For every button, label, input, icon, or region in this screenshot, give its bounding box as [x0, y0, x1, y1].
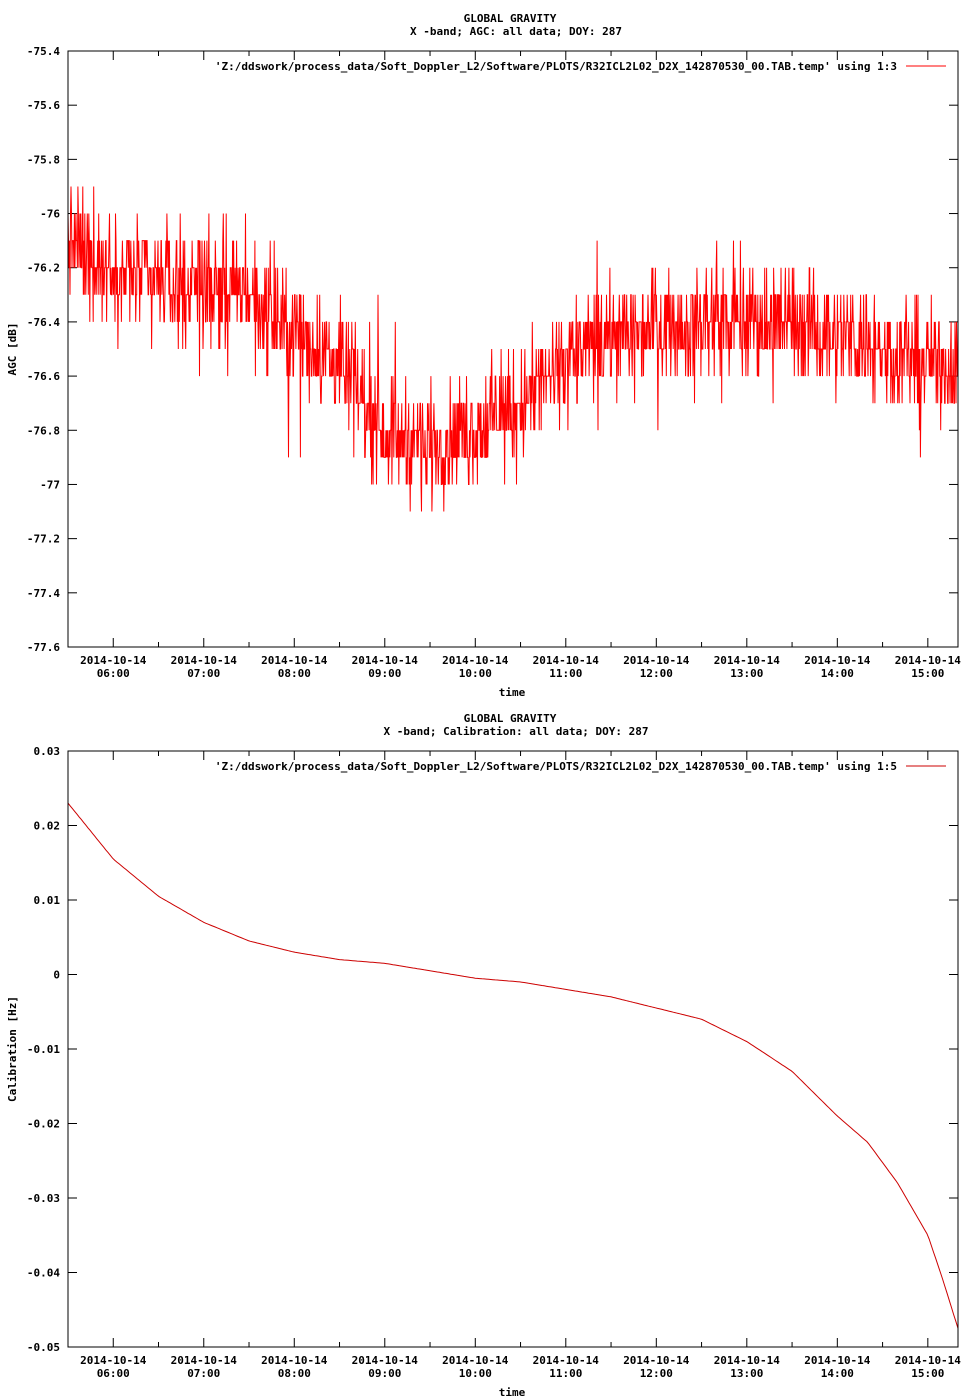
chart-title: GLOBAL GRAVITY — [464, 12, 557, 25]
x-tick-time: 14:00 — [821, 1367, 854, 1380]
y-tick-label: -77.4 — [27, 587, 60, 600]
legend-label: 'Z:/ddswork/process_data/Soft_Doppler_L2… — [215, 60, 897, 73]
x-tick-date: 2014-10-14 — [80, 654, 147, 667]
x-tick-time: 11:00 — [549, 1367, 582, 1380]
y-tick-label: -77.6 — [27, 641, 60, 654]
x-tick-date: 2014-10-14 — [804, 654, 871, 667]
x-axis-label: time — [499, 1386, 526, 1399]
x-tick-date: 2014-10-14 — [714, 1354, 781, 1367]
x-tick-time: 15:00 — [911, 667, 944, 680]
x-tick-date: 2014-10-14 — [352, 1354, 419, 1367]
x-tick-time: 13:00 — [730, 667, 763, 680]
y-tick-label: -76.4 — [27, 316, 60, 329]
x-tick-date: 2014-10-14 — [442, 1354, 509, 1367]
x-tick-time: 07:00 — [187, 1367, 220, 1380]
y-tick-label: -76.2 — [27, 262, 60, 275]
y-tick-label: 0.03 — [34, 745, 61, 758]
x-tick-date: 2014-10-14 — [804, 1354, 871, 1367]
x-tick-time: 10:00 — [459, 667, 492, 680]
x-tick-date: 2014-10-14 — [80, 1354, 147, 1367]
x-tick-time: 06:00 — [97, 667, 130, 680]
y-tick-label: -77.2 — [27, 533, 60, 546]
x-tick-date: 2014-10-14 — [171, 1354, 238, 1367]
y-tick-label: -77 — [40, 478, 60, 491]
x-tick-date: 2014-10-14 — [533, 1354, 600, 1367]
chart-subtitle: X -band; AGC: all data; DOY: 287 — [410, 25, 622, 38]
x-tick-time: 13:00 — [730, 1367, 763, 1380]
x-tick-time: 15:00 — [911, 1367, 944, 1380]
y-tick-label: -0.05 — [27, 1341, 60, 1354]
x-tick-date: 2014-10-14 — [623, 654, 690, 667]
x-tick-date: 2014-10-14 — [895, 1354, 962, 1367]
y-tick-label: -75.8 — [27, 153, 60, 166]
x-tick-date: 2014-10-14 — [623, 1354, 690, 1367]
y-tick-label: -76 — [40, 208, 60, 221]
y-axis-label: Calibration [Hz] — [6, 996, 19, 1102]
y-tick-label: 0.01 — [34, 894, 61, 907]
chart-title: GLOBAL GRAVITY — [464, 712, 557, 725]
y-tick-label: -76.6 — [27, 370, 60, 383]
x-tick-date: 2014-10-14 — [895, 654, 962, 667]
y-tick-label: -0.04 — [27, 1267, 60, 1280]
x-tick-time: 09:00 — [368, 667, 401, 680]
x-tick-time: 06:00 — [97, 1367, 130, 1380]
y-axis-label: AGC [dB] — [6, 323, 19, 376]
y-tick-label: 0 — [53, 969, 60, 982]
x-tick-date: 2014-10-14 — [352, 654, 419, 667]
x-tick-time: 08:00 — [278, 667, 311, 680]
plot-frame — [67, 750, 959, 1348]
x-tick-time: 12:00 — [640, 1367, 673, 1380]
x-tick-date: 2014-10-14 — [442, 654, 509, 667]
legend-label: 'Z:/ddswork/process_data/Soft_Doppler_L2… — [215, 760, 897, 773]
y-tick-label: 0.02 — [34, 820, 61, 833]
x-tick-date: 2014-10-14 — [261, 654, 328, 667]
x-axis-label: time — [499, 686, 526, 699]
x-tick-date: 2014-10-14 — [171, 654, 238, 667]
x-tick-time: 09:00 — [368, 1367, 401, 1380]
x-tick-time: 07:00 — [187, 667, 220, 680]
y-tick-label: -0.03 — [27, 1192, 60, 1205]
y-tick-label: -0.02 — [27, 1118, 60, 1131]
x-tick-time: 14:00 — [821, 667, 854, 680]
x-tick-time: 12:00 — [640, 667, 673, 680]
x-tick-time: 10:00 — [459, 1367, 492, 1380]
y-tick-label: -75.4 — [27, 45, 60, 58]
series-line — [67, 186, 959, 512]
x-tick-time: 08:00 — [278, 1367, 311, 1380]
y-tick-label: -76.8 — [27, 424, 60, 437]
plot-frame — [67, 50, 959, 648]
y-tick-label: -0.01 — [27, 1043, 60, 1056]
x-tick-time: 11:00 — [549, 667, 582, 680]
x-tick-date: 2014-10-14 — [261, 1354, 328, 1367]
y-tick-label: -75.6 — [27, 99, 60, 112]
chart-subtitle: X -band; Calibration: all data; DOY: 287 — [384, 725, 649, 738]
x-tick-date: 2014-10-14 — [533, 654, 600, 667]
series-line — [67, 802, 959, 1329]
x-tick-date: 2014-10-14 — [714, 654, 781, 667]
